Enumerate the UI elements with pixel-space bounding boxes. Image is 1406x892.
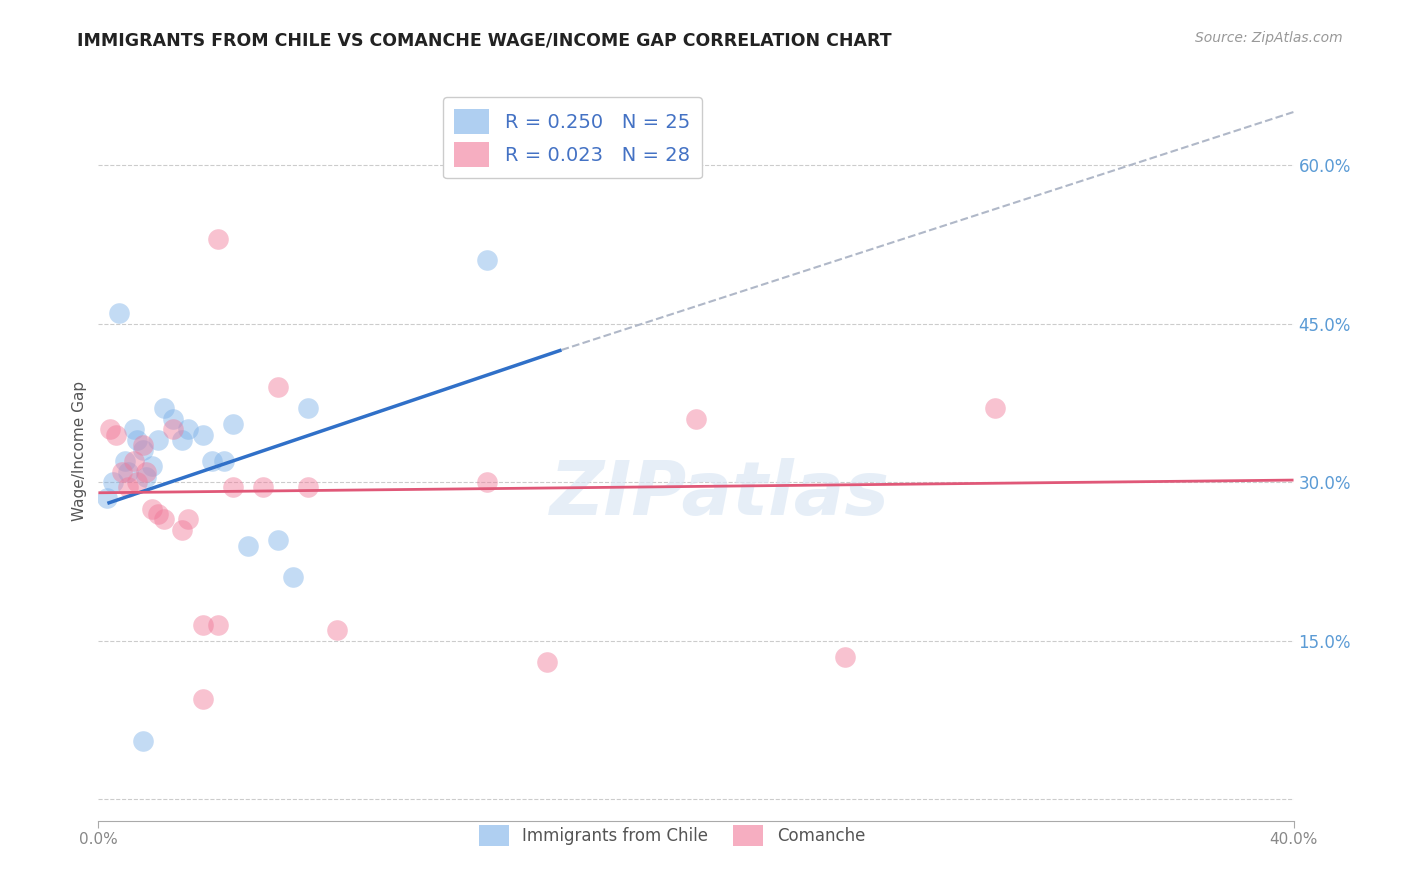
Point xyxy=(475,475,498,490)
Point xyxy=(685,411,707,425)
Point xyxy=(252,481,274,495)
Point xyxy=(135,470,157,484)
Y-axis label: Wage/Income Gap: Wage/Income Gap xyxy=(72,380,87,521)
Point xyxy=(191,427,214,442)
Point xyxy=(222,417,245,431)
Point xyxy=(111,465,134,479)
Point xyxy=(834,649,856,664)
Legend: Immigrants from Chile, Comanche: Immigrants from Chile, Comanche xyxy=(472,818,872,853)
Point xyxy=(984,401,1007,416)
Point xyxy=(108,306,131,320)
Point xyxy=(191,692,214,706)
Point xyxy=(127,433,149,447)
Point xyxy=(222,481,245,495)
Point xyxy=(117,465,139,479)
Point xyxy=(141,459,163,474)
Point xyxy=(297,401,319,416)
Point xyxy=(207,618,229,632)
Point xyxy=(114,454,136,468)
Point xyxy=(177,512,200,526)
Text: IMMIGRANTS FROM CHILE VS COMANCHE WAGE/INCOME GAP CORRELATION CHART: IMMIGRANTS FROM CHILE VS COMANCHE WAGE/I… xyxy=(77,31,891,49)
Point xyxy=(162,411,184,425)
Point xyxy=(132,438,155,452)
Point xyxy=(326,624,349,638)
Point xyxy=(172,523,194,537)
Point xyxy=(475,253,498,268)
Point xyxy=(132,734,155,748)
Point xyxy=(103,475,125,490)
Point xyxy=(148,507,170,521)
Text: ZIPatlas: ZIPatlas xyxy=(550,458,890,532)
Point xyxy=(124,422,146,436)
Point xyxy=(124,454,146,468)
Point xyxy=(267,533,290,548)
Point xyxy=(297,481,319,495)
Point xyxy=(117,481,139,495)
Point xyxy=(201,454,224,468)
Point xyxy=(281,570,304,584)
Point xyxy=(212,454,235,468)
Point xyxy=(132,443,155,458)
Point xyxy=(153,401,176,416)
Point xyxy=(96,491,118,505)
Point xyxy=(148,433,170,447)
Point xyxy=(177,422,200,436)
Point xyxy=(236,539,259,553)
Point xyxy=(191,618,214,632)
Point xyxy=(135,465,157,479)
Point xyxy=(127,475,149,490)
Point xyxy=(141,501,163,516)
Point xyxy=(207,232,229,246)
Point xyxy=(105,427,128,442)
Point xyxy=(267,380,290,394)
Point xyxy=(153,512,176,526)
Text: Source: ZipAtlas.com: Source: ZipAtlas.com xyxy=(1195,31,1343,45)
Point xyxy=(98,422,122,436)
Point xyxy=(172,433,194,447)
Point xyxy=(162,422,184,436)
Point xyxy=(536,655,558,669)
